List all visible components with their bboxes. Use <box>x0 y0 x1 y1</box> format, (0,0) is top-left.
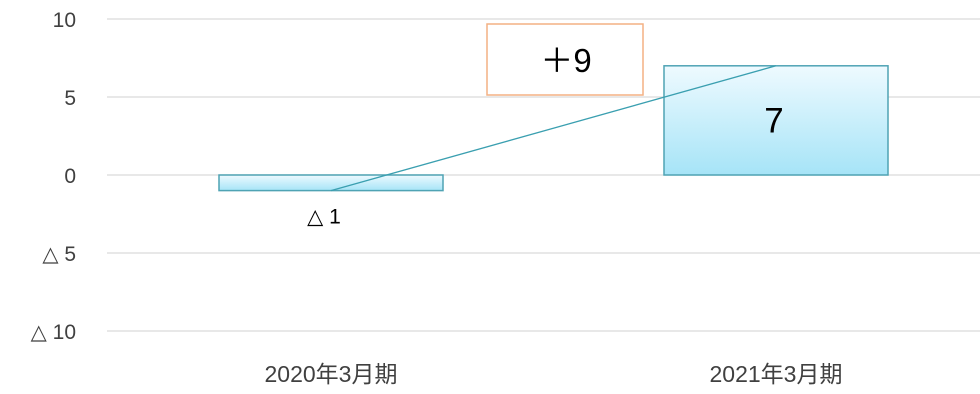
connector-line <box>330 65 777 192</box>
data-labels: △ 1 7 <box>307 101 784 228</box>
x-tick-label: 2020年3月期 <box>265 361 398 387</box>
connector-lines <box>330 65 777 192</box>
bar <box>218 174 444 192</box>
x-tick-label: 2021年3月期 <box>710 361 843 387</box>
x-axis-tick-labels: 2020年3月期 2021年3月期 <box>265 361 843 387</box>
annotation-text: ＋9 <box>540 42 591 79</box>
y-tick-label: △ 10 <box>31 321 76 344</box>
data-label: 7 <box>764 101 783 140</box>
y-tick-label: 10 <box>53 9 76 32</box>
data-label: △ 1 <box>307 206 341 229</box>
y-tick-label: 5 <box>64 87 76 110</box>
bar <box>663 65 889 176</box>
bars <box>218 65 889 192</box>
annotation-box <box>486 23 644 96</box>
y-tick-label: 0 <box>64 165 76 188</box>
difference-annotation: ＋9 <box>486 23 644 96</box>
y-tick-label: △ 5 <box>42 243 76 266</box>
y-axis-tick-labels: 10 5 0 △ 5 △ 10 <box>31 9 76 344</box>
